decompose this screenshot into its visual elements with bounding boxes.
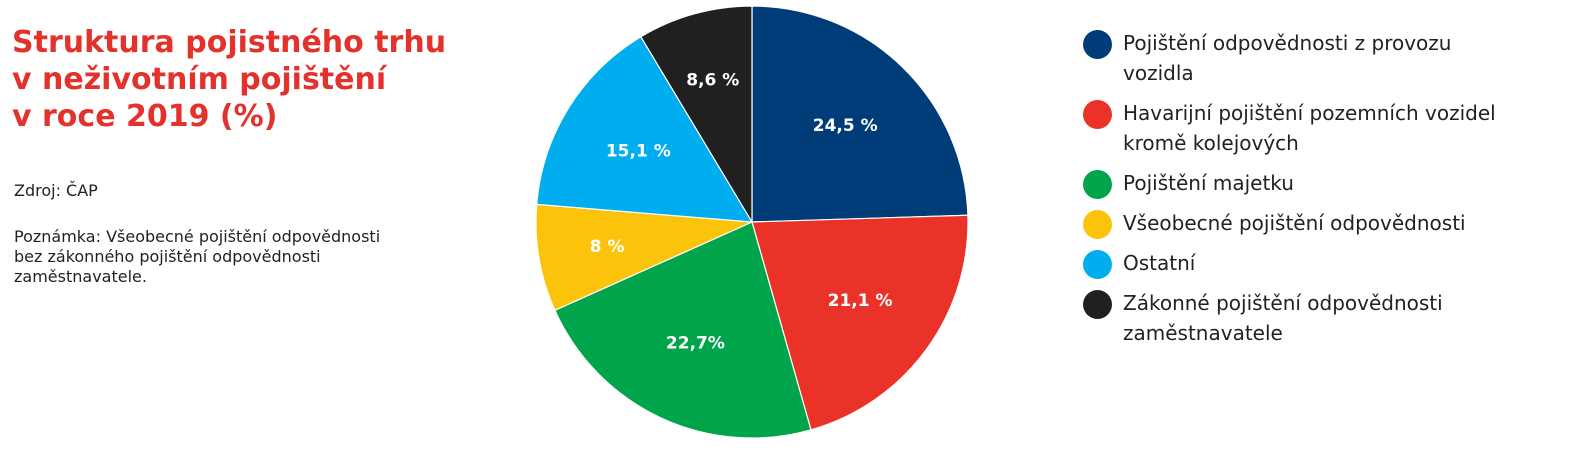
legend-label-line: Pojištění majetku	[1123, 171, 1294, 195]
note-text: Poznámka: Všeobecné pojištění odpovědnos…	[14, 227, 380, 287]
legend-label: Pojištění odpovědnosti z provozu vozidla	[1123, 28, 1563, 88]
pie-data-label: 8 %	[590, 237, 625, 257]
legend: Pojištění odpovědnosti z provozu vozidla…	[1083, 28, 1563, 358]
chart-title-line: Struktura pojistného trhu	[12, 25, 447, 60]
chart-title-line: v neživotním pojištění	[12, 62, 387, 97]
note-line: Poznámka: Všeobecné pojištění odpovědnos…	[14, 227, 381, 246]
legend-label-line: Všeobecné pojištění odpovědnosti	[1123, 211, 1466, 235]
legend-swatch	[1083, 100, 1112, 129]
note-line: zaměstnavatele.	[14, 267, 147, 286]
chart-title: Struktura pojistného trhu v neživotním p…	[12, 24, 512, 135]
note-line: bez zákonného pojištění odpovědnosti	[14, 247, 321, 266]
legend-label: Ostatní	[1123, 248, 1563, 278]
pie-data-label: 22,7%	[666, 333, 725, 353]
legend-label-line: Zákonné pojištění odpovědnosti	[1123, 291, 1443, 315]
legend-label-line: Havarijní pojištění pozemních vozidel	[1123, 101, 1496, 125]
legend-label-line: Pojištění odpovědnosti z provozu	[1123, 31, 1452, 55]
pie-slice	[640, 5, 753, 225]
legend-item: Ostatní	[1083, 248, 1563, 279]
legend-item: Pojištění odpovědnosti z provozu vozidla	[1083, 28, 1563, 88]
legend-label: Pojištění majetku	[1123, 168, 1563, 198]
legend-swatch	[1083, 30, 1112, 59]
legend-label: Havarijní pojištění pozemních vozidel kr…	[1123, 98, 1563, 158]
legend-item: Havarijní pojištění pozemních vozidel kr…	[1083, 98, 1563, 158]
legend-label-line: Ostatní	[1123, 251, 1196, 275]
legend-item: Pojištění majetku	[1083, 168, 1563, 199]
pie-data-label: 8,6 %	[686, 70, 739, 90]
pie-slice	[751, 214, 969, 431]
legend-label-line: vozidla	[1123, 61, 1194, 85]
legend-label: Všeobecné pojištění odpovědnosti	[1123, 208, 1563, 238]
legend-label-line: zaměstnavatele	[1123, 321, 1283, 345]
legend-item: Zákonné pojištění odpovědnosti zaměstnav…	[1083, 288, 1563, 348]
legend-swatch	[1083, 290, 1112, 319]
pie-slice	[554, 221, 812, 439]
pie-data-label: 24,5 %	[813, 116, 878, 136]
pie-data-label: 15,1 %	[606, 141, 671, 161]
legend-swatch	[1083, 250, 1112, 279]
pie-slice	[751, 5, 969, 223]
pie-slice	[535, 203, 753, 312]
legend-item: Všeobecné pojištění odpovědnosti	[1083, 208, 1563, 239]
pie-data-label: 21,1 %	[828, 291, 893, 311]
legend-swatch	[1083, 170, 1112, 199]
pie-slice	[536, 35, 754, 223]
source-text: Zdroj: ČAP	[14, 181, 98, 200]
legend-label: Zákonné pojištění odpovědnosti zaměstnav…	[1123, 288, 1563, 348]
chart-title-line: v roce 2019 (%)	[12, 99, 278, 134]
pie-chart: 24,5 % 21,1 % 22,7% 8 % 15,1 % 8,6 %	[535, 5, 969, 439]
legend-label-line: kromě kolejových	[1123, 131, 1299, 155]
legend-swatch	[1083, 210, 1112, 239]
